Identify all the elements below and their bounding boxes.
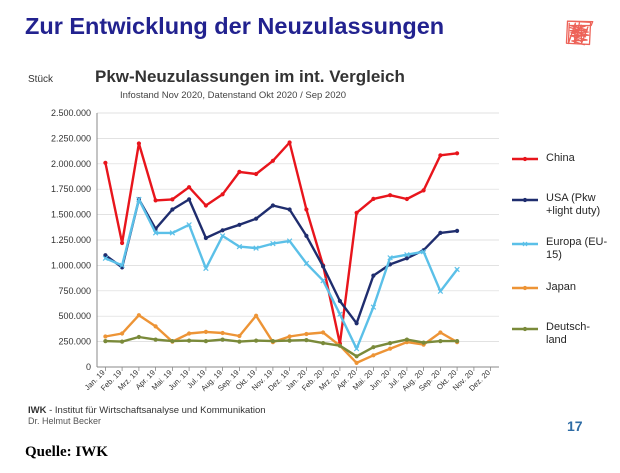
svg-text:2.250.000: 2.250.000: [51, 133, 91, 143]
svg-text:500.000: 500.000: [58, 311, 91, 321]
svg-text:2.500.000: 2.500.000: [51, 108, 91, 118]
svg-text:2.000.000: 2.000.000: [51, 159, 91, 169]
svg-text:1.250.000: 1.250.000: [51, 235, 91, 245]
svg-text:0: 0: [86, 362, 91, 372]
svg-text:1.750.000: 1.750.000: [51, 184, 91, 194]
svg-text:250.000: 250.000: [58, 337, 91, 347]
svg-text:750.000: 750.000: [58, 286, 91, 296]
svg-text:1.000.000: 1.000.000: [51, 260, 91, 270]
svg-text:1.500.000: 1.500.000: [51, 210, 91, 220]
